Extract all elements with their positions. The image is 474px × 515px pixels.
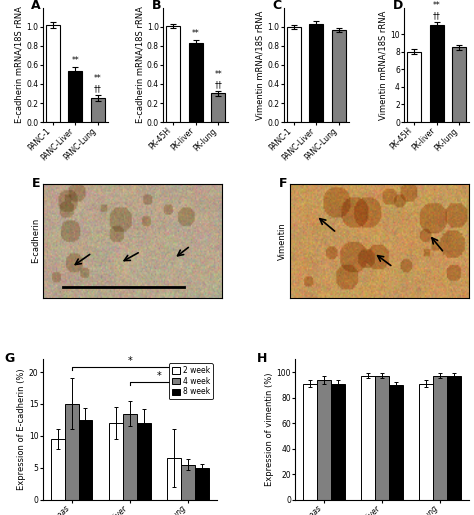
Text: *: * (156, 371, 161, 381)
Bar (64, 404, 79, 500)
Text: **: ** (433, 1, 440, 10)
Bar (389, 385, 403, 500)
Y-axis label: Expression of vimentin (%): Expression of vimentin (%) (264, 373, 273, 486)
Y-axis label: E-cadherin: E-cadherin (31, 218, 40, 263)
Bar (211, 94, 225, 122)
Text: **: ** (192, 29, 200, 39)
Y-axis label: Vimentin mRNA/18S rRNA: Vimentin mRNA/18S rRNA (255, 10, 264, 119)
Bar (181, 465, 195, 500)
Bar (447, 376, 461, 500)
Legend: 2 week, 4 week, 8 week: 2 week, 4 week, 8 week (169, 363, 213, 399)
Text: A: A (31, 0, 41, 11)
Text: B: B (151, 0, 161, 11)
Bar (287, 27, 301, 122)
Text: *: * (128, 356, 132, 366)
Text: D: D (392, 0, 402, 11)
Text: H: H (257, 352, 267, 365)
Bar (51, 439, 64, 500)
Text: ††: †† (94, 84, 102, 94)
Bar (109, 423, 123, 500)
Bar (332, 30, 346, 122)
Bar (309, 24, 323, 122)
Bar (407, 52, 421, 122)
Bar (331, 384, 345, 500)
Bar (303, 384, 317, 500)
Text: **: ** (94, 74, 102, 83)
Y-axis label: E-cadherin mRNA/18S rRNA: E-cadherin mRNA/18S rRNA (135, 7, 144, 123)
Bar (361, 376, 375, 500)
Bar (79, 420, 92, 500)
Text: C: C (272, 0, 281, 11)
Text: F: F (279, 177, 288, 190)
Bar (137, 423, 151, 500)
Bar (189, 43, 203, 122)
Y-axis label: Expression of E-cadherin (%): Expression of E-cadherin (%) (17, 369, 26, 490)
Bar (167, 458, 181, 500)
Bar (430, 25, 444, 122)
Text: E: E (32, 177, 40, 190)
Y-axis label: Vimentin mRNA/18S rRNA: Vimentin mRNA/18S rRNA (379, 10, 388, 119)
Text: G: G (4, 352, 15, 365)
Bar (375, 376, 389, 500)
Y-axis label: E-cadherin mRNA/18S rRNA: E-cadherin mRNA/18S rRNA (15, 7, 24, 123)
Text: **: ** (214, 70, 222, 79)
Bar (166, 26, 180, 122)
Text: ††: †† (214, 80, 222, 89)
Bar (195, 468, 209, 500)
Bar (419, 384, 433, 500)
Bar (46, 25, 60, 122)
Bar (91, 98, 105, 122)
Bar (433, 376, 447, 500)
Text: ††: †† (433, 11, 440, 20)
Bar (317, 380, 331, 500)
Bar (452, 47, 466, 122)
Bar (68, 71, 82, 122)
Y-axis label: Vimentin: Vimentin (278, 222, 287, 260)
Bar (123, 414, 137, 500)
Text: **: ** (72, 56, 79, 65)
